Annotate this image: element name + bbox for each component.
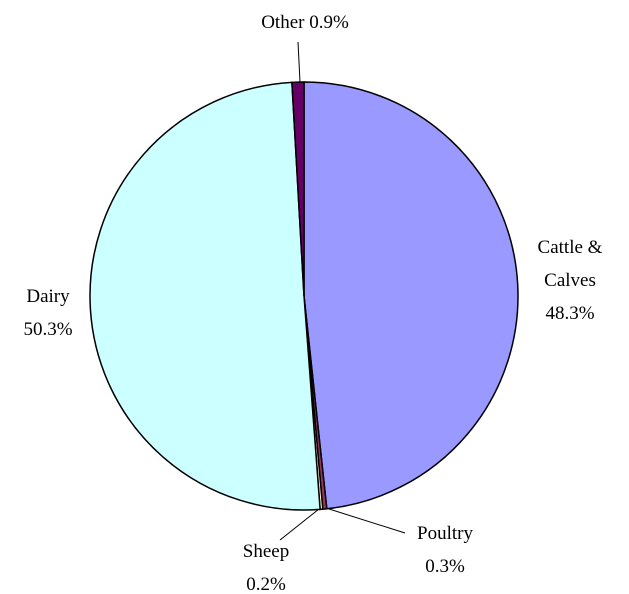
slice-label: Cattle & Calves 48.3% bbox=[525, 231, 615, 330]
value-label: 48.3% bbox=[545, 303, 595, 324]
value-label: 50.3% bbox=[23, 319, 73, 340]
category-label: Dairy bbox=[26, 286, 70, 307]
category-label: Sheep bbox=[242, 541, 290, 562]
slice-label: Other 0.9% bbox=[200, 6, 410, 39]
value-label: 0.3% bbox=[425, 556, 465, 577]
slice-label: Sheep 0.2% bbox=[220, 535, 312, 594]
category-label: Cattle & Calves bbox=[537, 237, 603, 291]
slice-label: Poultry 0.3% bbox=[395, 517, 495, 583]
category-label: Poultry bbox=[417, 523, 473, 544]
pie-slice bbox=[303, 81, 519, 510]
leader-line bbox=[297, 41, 301, 83]
pie-slice bbox=[291, 81, 305, 297]
slice-label: Dairy 50.3% bbox=[5, 280, 91, 346]
value-label: 0.9% bbox=[309, 12, 349, 33]
value-label: 0.2% bbox=[246, 574, 286, 594]
category-label: Other bbox=[261, 12, 305, 33]
pie-slice bbox=[89, 81, 321, 511]
leader-line bbox=[325, 507, 406, 534]
leader-line bbox=[279, 508, 320, 541]
